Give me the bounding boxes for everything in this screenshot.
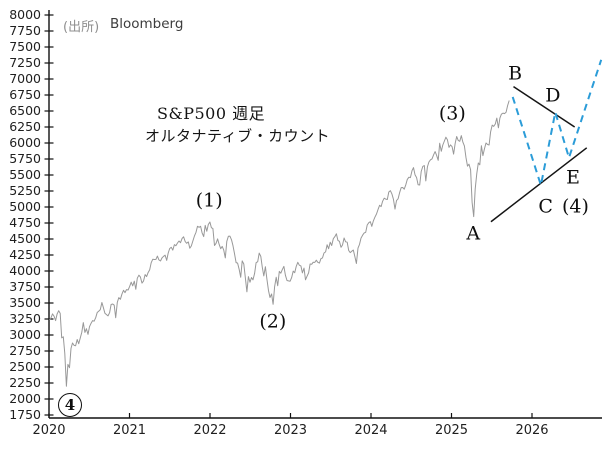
x-tick-label: 2020 bbox=[32, 423, 65, 438]
y-tick-label: 4250 bbox=[9, 247, 41, 262]
wave-circle-4-label: 4 bbox=[57, 393, 82, 418]
y-tick-label: 1750 bbox=[9, 407, 41, 422]
projection-line bbox=[511, 59, 603, 187]
wave-d-label: D bbox=[545, 84, 561, 107]
y-tick-label: 4750 bbox=[9, 215, 41, 230]
chart-title-line1: S&P500 週足 bbox=[157, 104, 266, 123]
y-tick-label: 5750 bbox=[9, 151, 41, 166]
y-tick-label: 6500 bbox=[9, 103, 41, 118]
wave-3-label: (3) bbox=[438, 102, 466, 125]
y-tick-label: 5000 bbox=[9, 199, 41, 214]
x-tick-label: 2022 bbox=[193, 423, 226, 438]
source-name-label: Bloomberg bbox=[110, 16, 184, 32]
x-tick-label: 2021 bbox=[113, 423, 146, 438]
y-tick-label: 7000 bbox=[9, 71, 41, 86]
wave-c-label: C bbox=[538, 195, 553, 218]
y-tick-label: 7250 bbox=[9, 55, 41, 70]
y-tick-label: 5500 bbox=[9, 167, 41, 182]
y-tick-label: 7750 bbox=[9, 23, 41, 38]
wave-e-label: E bbox=[566, 166, 580, 189]
y-tick-label: 2250 bbox=[9, 375, 41, 390]
wave-b-label: B bbox=[508, 62, 523, 85]
y-tick-label: 8000 bbox=[9, 7, 41, 22]
x-tick-label: 2026 bbox=[515, 423, 548, 438]
y-tick-label: 3250 bbox=[9, 311, 41, 326]
wave-1-label: (1) bbox=[195, 189, 223, 212]
y-tick-label: 6750 bbox=[9, 87, 41, 102]
y-tick-label: 3750 bbox=[9, 279, 41, 294]
y-tick-label: 3000 bbox=[9, 327, 41, 342]
x-tick-label: 2024 bbox=[354, 423, 387, 438]
y-tick-label: 4000 bbox=[9, 263, 41, 278]
source-prefix-label: (出所) bbox=[63, 20, 100, 35]
y-tick-label: 3500 bbox=[9, 295, 41, 310]
chart-title-line2: オルタナティブ・カウント bbox=[145, 127, 331, 145]
lower-triangle-line bbox=[490, 147, 588, 223]
y-tick-label: 2000 bbox=[9, 391, 41, 406]
price-line bbox=[49, 100, 510, 387]
y-tick-label: 4500 bbox=[9, 231, 41, 246]
x-tick-label: 2025 bbox=[435, 423, 468, 438]
y-tick-label: 6250 bbox=[9, 119, 41, 134]
wave-4-label: (4) bbox=[562, 195, 589, 218]
upper-triangle-line bbox=[513, 86, 576, 128]
x-tick-label: 2023 bbox=[274, 423, 307, 438]
y-tick-label: 5250 bbox=[9, 183, 41, 198]
y-tick-label: 7500 bbox=[9, 39, 41, 54]
wave-2-label: (2) bbox=[259, 310, 287, 333]
wave-a-label: A bbox=[466, 222, 481, 245]
y-tick-label: 2500 bbox=[9, 359, 41, 374]
y-tick-label: 6000 bbox=[9, 135, 41, 150]
y-tick-label: 2750 bbox=[9, 343, 41, 358]
